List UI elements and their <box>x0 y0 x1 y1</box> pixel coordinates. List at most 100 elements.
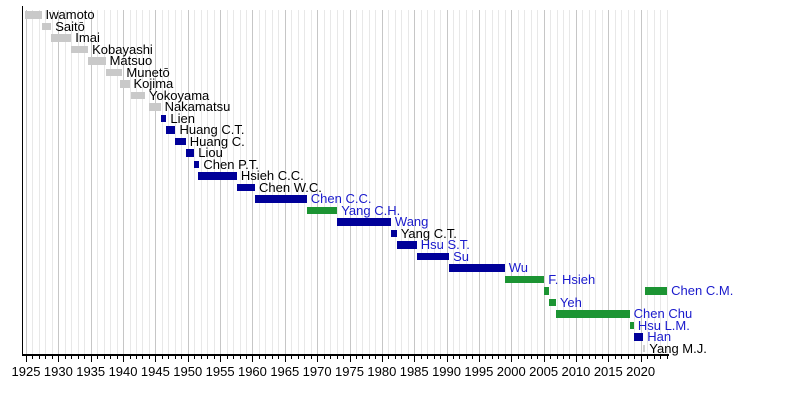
gridline-minor <box>660 10 662 354</box>
x-axis-minor-tick <box>194 355 196 359</box>
timeline-bar <box>88 57 106 65</box>
x-axis-tick-label: 1960 <box>237 364 267 379</box>
gridline-minor <box>38 10 40 354</box>
gridline-major <box>349 10 351 354</box>
x-axis-minor-tick <box>200 355 202 359</box>
x-axis-tick-label: 1935 <box>76 364 106 379</box>
gridline-minor <box>110 10 112 354</box>
x-axis-minor-tick <box>142 355 144 359</box>
x-axis-minor-tick <box>537 355 539 359</box>
gridline-major <box>58 10 60 354</box>
gridline-minor <box>524 10 526 354</box>
person-label[interactable]: Chen C.M. <box>671 283 734 298</box>
person-label: Hsieh C.C. <box>240 168 304 183</box>
x-axis-minor-tick <box>653 355 655 359</box>
x-axis-minor-tick <box>498 355 500 359</box>
x-axis-minor-tick <box>64 355 66 359</box>
gridline-minor <box>135 10 137 354</box>
x-axis-major-tick <box>187 355 189 362</box>
person-label[interactable]: Chen Chu <box>633 306 693 321</box>
person-label[interactable]: Han <box>647 329 672 344</box>
person-label: Yang M.J. <box>649 340 707 356</box>
person-label[interactable]: Yeh <box>559 294 582 310</box>
gridline-minor <box>310 10 312 354</box>
gridline-minor <box>394 10 396 354</box>
gridline-minor <box>556 10 558 354</box>
x-axis-minor-tick <box>517 355 519 359</box>
x-axis-minor-tick <box>666 355 668 359</box>
timeline-bar <box>166 126 176 134</box>
person-label[interactable]: Wu <box>508 260 529 275</box>
person-label[interactable]: Wang <box>394 214 429 229</box>
gridline-minor <box>355 10 357 354</box>
y-axis-line <box>21 6 23 354</box>
x-axis-minor-tick <box>433 355 435 359</box>
x-axis-minor-tick <box>627 355 629 359</box>
gridline-minor <box>278 10 280 354</box>
gridline-minor <box>32 10 34 354</box>
timeline-bar <box>629 321 634 329</box>
x-axis-minor-tick <box>116 355 118 359</box>
person-label: Matsuo <box>109 53 153 68</box>
x-axis-minor-tick <box>213 355 215 359</box>
gridline-major <box>640 10 642 354</box>
x-axis-minor-tick <box>368 355 370 359</box>
timeline-bar <box>504 275 545 283</box>
timeline-bar <box>25 11 42 19</box>
x-axis-minor-tick <box>265 355 267 359</box>
gridline-minor <box>45 10 47 354</box>
timeline-bar <box>41 22 52 30</box>
gridline-minor <box>368 10 370 354</box>
gridline-minor <box>465 10 467 354</box>
person-label: Liou <box>198 145 223 160</box>
person-label: Nakamatsu <box>164 99 231 114</box>
gridline-major <box>155 10 157 354</box>
gridline-major <box>511 10 513 354</box>
x-axis-major-tick <box>478 355 480 362</box>
x-axis-line <box>21 354 669 356</box>
x-axis-minor-tick <box>129 355 131 359</box>
person-label[interactable]: Hsu L.M. <box>637 317 690 333</box>
gridline-minor <box>116 10 118 354</box>
x-axis-tick-label: 1925 <box>11 364 41 379</box>
x-axis-major-tick <box>608 355 610 362</box>
gridline-minor <box>291 10 293 354</box>
gridline-major <box>446 10 448 354</box>
person-label[interactable]: F. Hsieh <box>548 271 596 287</box>
x-axis-major-tick <box>317 355 319 362</box>
x-axis-tick-label: 2005 <box>529 364 559 379</box>
gridline-minor <box>401 10 403 354</box>
x-axis-major-tick <box>26 355 27 362</box>
x-axis-minor-tick <box>45 355 47 359</box>
person-label[interactable]: Yang C.H. <box>341 202 401 218</box>
gridline-minor <box>627 10 629 354</box>
person-label: Saitō <box>55 18 85 34</box>
timeline-bar <box>390 229 397 237</box>
timeline-bar <box>548 298 556 306</box>
person-label[interactable]: Hsu S.T. <box>420 237 470 252</box>
x-axis-minor-tick <box>161 355 163 359</box>
x-axis-minor-tick <box>271 355 273 359</box>
x-axis-minor-tick <box>440 355 442 359</box>
person-label[interactable]: Su <box>453 248 470 264</box>
gridline-minor <box>498 10 500 354</box>
x-axis-minor-tick <box>660 355 662 359</box>
gridline-minor <box>336 10 338 354</box>
timeline-bar <box>175 137 186 145</box>
timeline-bar <box>131 91 146 99</box>
gridline-minor <box>51 10 53 354</box>
gridline-minor <box>271 10 273 354</box>
gridline-minor <box>362 10 364 354</box>
timeline-bar <box>306 206 338 214</box>
x-axis-minor-tick <box>323 355 325 359</box>
x-axis-minor-tick <box>233 355 235 359</box>
x-axis-minor-tick <box>174 355 176 359</box>
person-label[interactable]: Chen C.C. <box>310 191 372 206</box>
x-axis-minor-tick <box>291 355 293 359</box>
x-axis-minor-tick <box>103 355 105 359</box>
x-axis-minor-tick <box>135 355 137 359</box>
gridline-minor <box>142 10 144 354</box>
x-axis-minor-tick <box>634 355 636 359</box>
gridline-minor <box>588 10 590 354</box>
